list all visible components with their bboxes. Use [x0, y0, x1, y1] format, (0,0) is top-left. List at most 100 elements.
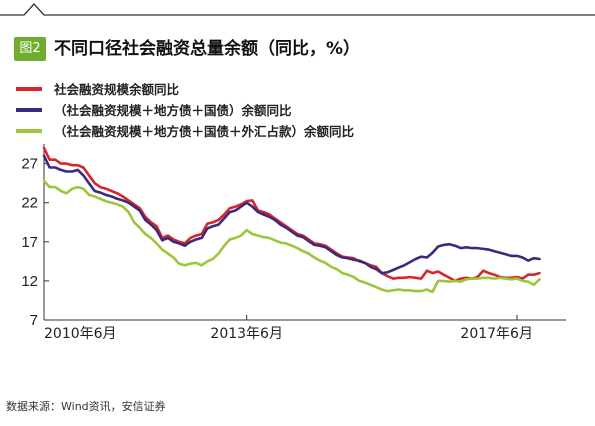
data-point [121, 195, 124, 198]
y-tick-label: 7 [30, 312, 38, 329]
data-point [150, 237, 152, 239]
data-point [60, 162, 62, 165]
y-tick-label: 22 [21, 195, 38, 212]
data-point [319, 259, 321, 262]
data-point [262, 236, 265, 238]
data-point [426, 288, 428, 291]
data-point [82, 174, 85, 177]
data-point [516, 255, 518, 257]
data-point [99, 197, 102, 200]
data-point [375, 265, 378, 268]
data-point [183, 244, 186, 247]
x-tick-label: 2017年6月 [460, 326, 533, 342]
data-point [403, 289, 406, 292]
data-point [487, 272, 490, 274]
data-point [290, 230, 293, 233]
data-point [369, 283, 372, 286]
data-point [426, 269, 428, 272]
data-point [93, 195, 96, 198]
data-point [240, 234, 243, 237]
legend-label: 社会融资规模余额同比 [54, 82, 180, 97]
data-point [476, 277, 479, 280]
data-point [482, 269, 485, 272]
data-point [189, 240, 192, 243]
data-point [431, 272, 434, 274]
data-point [48, 158, 51, 161]
data-point [82, 166, 85, 169]
data-point [121, 205, 124, 208]
header-rule [0, 3, 595, 16]
series-line-3 [42, 179, 541, 294]
legend-item: （社会融资规模＋地方债＋国债＋外汇占款）余额同比 [16, 120, 354, 141]
data-point [335, 254, 338, 256]
data-point [499, 276, 501, 279]
figure-title: 不同口径社会融资总量余额（同比，%） [54, 39, 361, 59]
data-point [386, 275, 389, 278]
data-point [133, 205, 136, 208]
data-point [144, 233, 147, 235]
data-point [195, 238, 197, 241]
data-point [442, 280, 445, 282]
data-point [426, 256, 428, 259]
data-point [397, 266, 400, 269]
data-point [279, 241, 282, 244]
data-point [527, 259, 530, 262]
data-point [510, 255, 513, 257]
data-point [48, 166, 51, 169]
data-point [358, 280, 361, 282]
data-point [290, 244, 293, 247]
data-point [200, 237, 203, 239]
data-point [105, 194, 107, 196]
data-point [228, 238, 231, 241]
data-point [493, 250, 496, 253]
data-point [155, 242, 158, 245]
data-point [538, 278, 541, 281]
data-point [206, 227, 209, 230]
series-line-2 [42, 154, 541, 275]
data-point [532, 257, 535, 260]
data-point [82, 187, 85, 190]
data-point [403, 264, 406, 267]
data-point [341, 256, 344, 259]
data-point [302, 236, 304, 238]
data-point [392, 289, 394, 292]
data-point [504, 253, 507, 256]
data-point [110, 195, 113, 198]
data-point [487, 276, 490, 279]
legend-swatch [16, 128, 42, 133]
legend-swatch [16, 86, 42, 91]
data-point [172, 240, 175, 243]
data-point [420, 255, 423, 258]
data-point [99, 191, 102, 194]
data-point [386, 290, 389, 292]
data-point [335, 268, 338, 271]
data-point [189, 262, 192, 265]
data-point [442, 273, 445, 276]
data-point [324, 246, 327, 249]
data-point [296, 247, 299, 249]
data-point [414, 276, 417, 279]
data-point [178, 242, 181, 245]
data-point [195, 262, 197, 264]
data-point [228, 207, 231, 210]
data-point [465, 278, 468, 281]
data-point [431, 291, 434, 293]
data-point [71, 170, 74, 173]
data-point [482, 248, 485, 250]
data-point [268, 213, 271, 216]
data-point [380, 272, 383, 274]
data-point [307, 240, 310, 242]
data-point [167, 234, 169, 237]
data-point [324, 262, 327, 264]
data-point [527, 280, 530, 283]
data-point [71, 164, 74, 167]
data-point [217, 223, 220, 226]
data-point [409, 289, 411, 292]
data-point [521, 277, 524, 280]
data-point [121, 199, 124, 202]
data-point [268, 215, 271, 218]
data-point [88, 194, 90, 196]
data-point [538, 258, 541, 260]
data-point [476, 247, 479, 249]
data-point [403, 276, 406, 279]
